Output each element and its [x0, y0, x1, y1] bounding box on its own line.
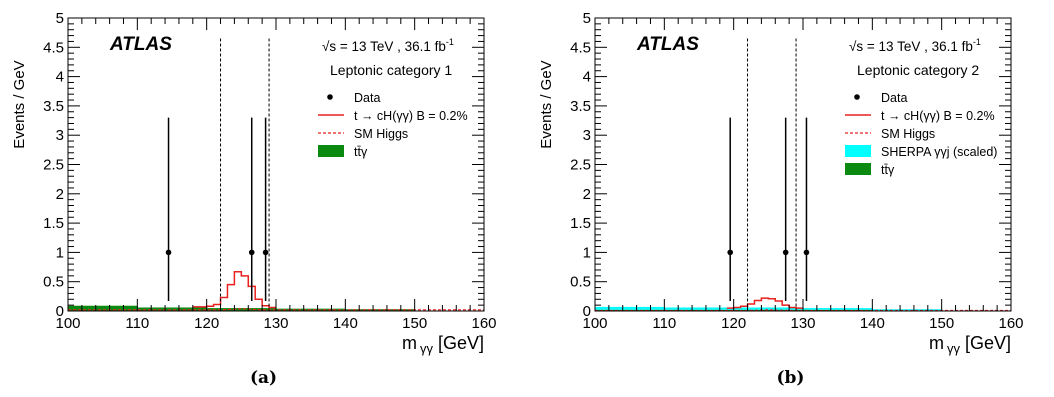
x-tick-label: 100: [55, 315, 80, 332]
x-tick-label: 160: [471, 315, 496, 332]
legend-label: SM Higgs: [354, 127, 408, 141]
energy-label: √s = 13 TeV , 36.1 fb-1: [322, 37, 454, 54]
legend-label: Data: [881, 91, 907, 105]
legend-item-yj: SHERPA γγj (scaled): [845, 145, 997, 159]
ttg-bin: [206, 308, 276, 311]
legend-label: tt̄γ: [881, 163, 895, 177]
experiment-label: ATLAS: [636, 34, 699, 55]
yj-bin: [803, 308, 873, 310]
y-tick-label: 0.5: [43, 274, 64, 291]
y-tick-label: 0.5: [570, 274, 591, 291]
x-tick-label: 110: [125, 315, 149, 332]
y-tick-label: 3: [583, 127, 591, 144]
legend-item-ttg: tt̄γ: [318, 145, 368, 159]
data-point: [727, 249, 733, 256]
signal-histogram: [192, 270, 276, 309]
x-tick-label: 110: [652, 315, 676, 332]
legend-item-ttg: tt̄γ: [845, 163, 895, 177]
y-tick-label: 2.5: [570, 157, 591, 174]
ttg-bin: [733, 309, 803, 311]
x-tick-label: 100: [582, 315, 607, 332]
legend-item-smhiggs: SM Higgs: [845, 127, 935, 141]
legend-item-data: Data: [327, 91, 380, 105]
legend-item-signal: t → cH(γγ) B = 0.2%: [318, 109, 468, 123]
x-tick-label: 120: [721, 315, 746, 332]
legend-label: t → cH(γγ) B = 0.2%: [354, 109, 468, 123]
y-tick-label: 5: [583, 10, 591, 27]
y-tick-label: 2: [56, 186, 64, 203]
caption-b: (b): [776, 368, 805, 388]
y-axis-label: Events / GeV: [11, 60, 28, 148]
y-tick-label: 1: [583, 244, 591, 261]
legend-swatch: [318, 145, 344, 157]
y-tick-label: 1: [56, 244, 64, 261]
category-label: Leptonic category 2: [857, 62, 979, 78]
x-axis-label: m γγ [GeV]: [929, 333, 1011, 356]
x-tick-label: 140: [333, 315, 358, 332]
ttg-bin: [137, 307, 207, 311]
x-tick-label: 120: [194, 315, 219, 332]
x-tick-label: 140: [860, 315, 885, 332]
yj-bin: [595, 306, 665, 310]
y-tick-label: 2.5: [43, 157, 64, 174]
y-tick-label: 3: [56, 127, 64, 144]
legend-item-data: Data: [854, 91, 907, 105]
ttg-bin: [664, 309, 734, 311]
y-tick-label: 1.5: [570, 215, 591, 232]
x-tick-label: 150: [929, 315, 954, 332]
panel-b: 0 0.5 1 1.5 2 2.5 3 3.5 4 4.5 5 100 110 120 130 140 150 1…: [527, 0, 1054, 397]
y-tick-label: 4.5: [43, 39, 64, 56]
legend-item-smhiggs: SM Higgs: [318, 127, 408, 141]
y-tick-label: 4: [583, 69, 591, 86]
x-tick-label: 150: [402, 315, 427, 332]
ttg-bin: [595, 309, 665, 311]
y-tick-label: 1.5: [43, 215, 64, 232]
chart-b: 0 0.5 1 1.5 2 2.5 3 3.5 4 4.5 5 100 110 120 130 140 150 1…: [538, 10, 1024, 356]
legend-label: t → cH(γγ) B = 0.2%: [881, 109, 995, 123]
x-tick-label: 160: [998, 315, 1023, 332]
signal-histogram: [726, 297, 803, 309]
legend-label: SM Higgs: [881, 127, 935, 141]
energy-label: √s = 13 TeV , 36.1 fb-1: [849, 37, 981, 54]
yj-bin: [664, 307, 734, 310]
caption-a: (a): [249, 368, 278, 388]
legend-marker: [854, 94, 860, 100]
y-tick-label: 4.5: [570, 39, 591, 56]
data-point: [248, 249, 255, 256]
legend-item-signal: t → cH(γγ) B = 0.2%: [845, 109, 995, 123]
legend-swatch: [845, 145, 871, 157]
legend-label: tt̄γ: [354, 145, 368, 159]
y-tick-label: 4: [56, 69, 64, 86]
y-tick-label: 0: [583, 303, 591, 320]
legend-label: Data: [354, 91, 380, 105]
chart-a: 0 0.5 1 1.5 2 2.5 3 3.5 4 4.5 5 100 110 120 130 140 150 1…: [11, 10, 497, 356]
ttg-bin: [68, 305, 138, 311]
data-point: [803, 249, 810, 256]
data-point: [782, 249, 789, 256]
y-tick-label: 5: [56, 10, 64, 27]
data-point: [165, 249, 172, 256]
legend-marker: [327, 94, 333, 100]
legend-swatch: [845, 163, 871, 175]
y-tick-label: 3.5: [43, 98, 64, 115]
experiment-label: ATLAS: [109, 34, 172, 55]
yj-bin: [733, 307, 803, 310]
y-tick-label: 0: [56, 303, 64, 320]
y-tick-label: 3.5: [570, 98, 591, 115]
legend-label: SHERPA γγj (scaled): [881, 145, 997, 159]
y-axis-label: Events / GeV: [538, 60, 555, 148]
y-tick-label: 2: [583, 186, 591, 203]
data-point: [262, 249, 269, 256]
panel-a: 0 0.5 1 1.5 2 2.5 3 3.5 4 4.5 5 100 110 120 130 140 150 1…: [11, 10, 497, 388]
x-tick-label: 130: [263, 315, 288, 332]
x-tick-label: 130: [790, 315, 815, 332]
x-axis-label: m γγ [GeV]: [402, 333, 484, 356]
category-label: Leptonic category 1: [330, 62, 452, 78]
